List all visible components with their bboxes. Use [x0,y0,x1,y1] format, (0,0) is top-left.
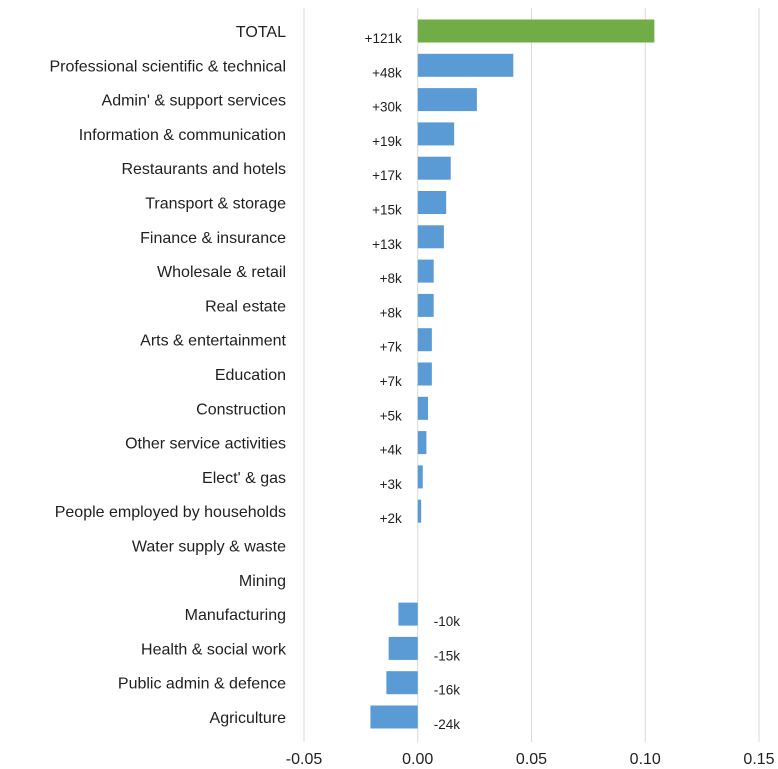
category-label: TOTAL [236,24,286,41]
data-label: +121k [365,31,402,46]
gridlines [303,8,760,742]
data-label: +48k [372,65,402,80]
bar [370,705,418,729]
data-label: +2k [380,511,402,526]
data-label: +4k [380,443,402,458]
category-label: Professional scientific & technical [49,58,286,75]
bar [417,328,432,352]
category-label: Other service activities [125,436,286,453]
data-label: +7k [380,340,402,355]
category-label: Construction [196,401,286,418]
bar [417,53,514,77]
bar [417,499,422,523]
data-label: +5k [380,408,402,423]
x-tick-label: -0.05 [286,751,323,768]
x-tick-label: 0.05 [516,751,547,768]
bar [417,191,447,214]
x-tick-label: 0.10 [630,751,661,768]
bar [417,88,477,112]
category-label: Water supply & waste [132,539,286,556]
category-label: Admin' & support services [102,93,286,110]
category-label: Public admin & defence [118,676,286,693]
data-label: +8k [380,305,402,320]
bar [398,602,418,626]
data-label: +19k [372,134,402,149]
category-label: People employed by households [55,504,286,521]
data-label: +15k [372,203,402,218]
category-label: Information & communication [79,127,286,144]
data-label: +8k [380,271,402,286]
category-label: Manufacturing [185,607,286,624]
bars [370,19,655,729]
bar [417,259,434,283]
category-label: Elect' & gas [202,470,286,487]
data-label: +17k [372,168,402,183]
data-label: +7k [380,374,402,389]
data-label: +3k [380,477,402,492]
bar [386,671,418,695]
bar [417,156,451,180]
bar [417,431,427,455]
data-label: -24k [434,717,461,732]
data-labels: +121k +48k +30k +19k +17k +15k +13k +8k +8k +7k +7… [365,31,461,732]
data-label: -10k [434,614,461,629]
category-label: Agriculture [210,710,287,727]
x-tick-label: 0.00 [402,751,433,768]
category-labels: TOTAL Professional scientific & technical… [49,24,287,727]
data-label: -15k [434,648,461,663]
category-label: Arts & entertainment [140,333,286,350]
bar [417,396,428,420]
category-label: Mining [239,573,286,590]
bar [417,225,444,249]
bar [388,636,418,660]
data-label: -16k [434,683,461,698]
category-label: Wholesale & retail [157,264,286,281]
category-label: Real estate [205,298,286,315]
data-label: +30k [372,100,402,115]
category-label: Restaurants and hotels [121,161,286,178]
x-tick-label: 0.15 [743,751,774,768]
bar [417,465,423,489]
category-label: Finance & insurance [140,230,286,247]
data-label: +13k [372,237,402,252]
bar [417,293,434,317]
category-label: Health & social work [141,641,287,658]
category-label: Education [215,367,286,384]
bar [417,19,655,43]
bar [417,362,432,386]
x-axis-tick-labels: -0.05 0.00 0.05 0.10 0.15 [286,751,775,768]
category-label: Transport & storage [145,196,286,213]
bar [417,122,455,146]
